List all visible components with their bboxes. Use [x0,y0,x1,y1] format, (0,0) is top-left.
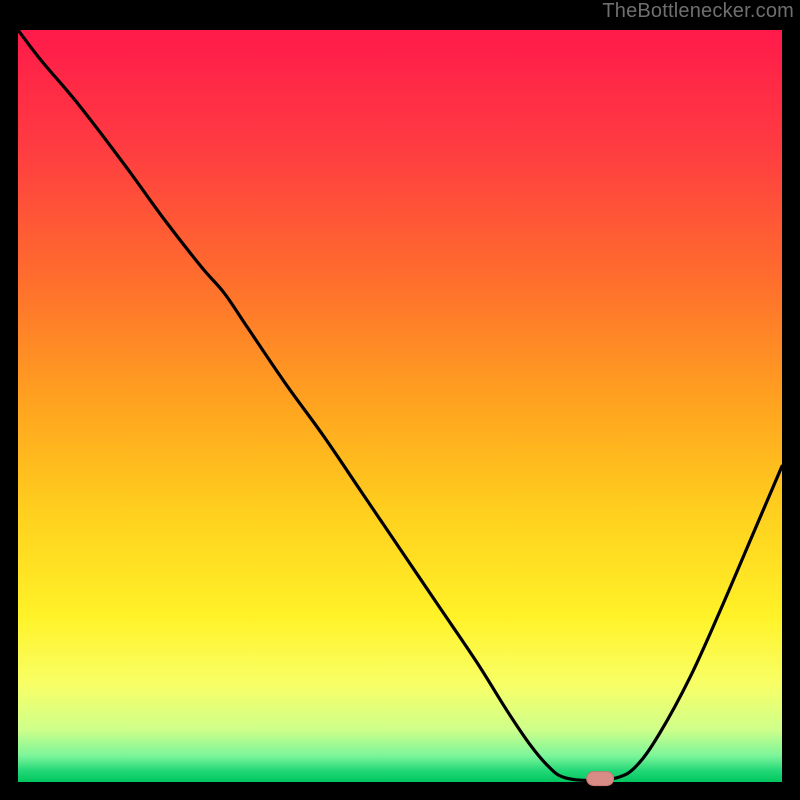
watermark-text: TheBottlenecker.com [602,0,794,23]
optimal-point-marker [587,772,614,786]
